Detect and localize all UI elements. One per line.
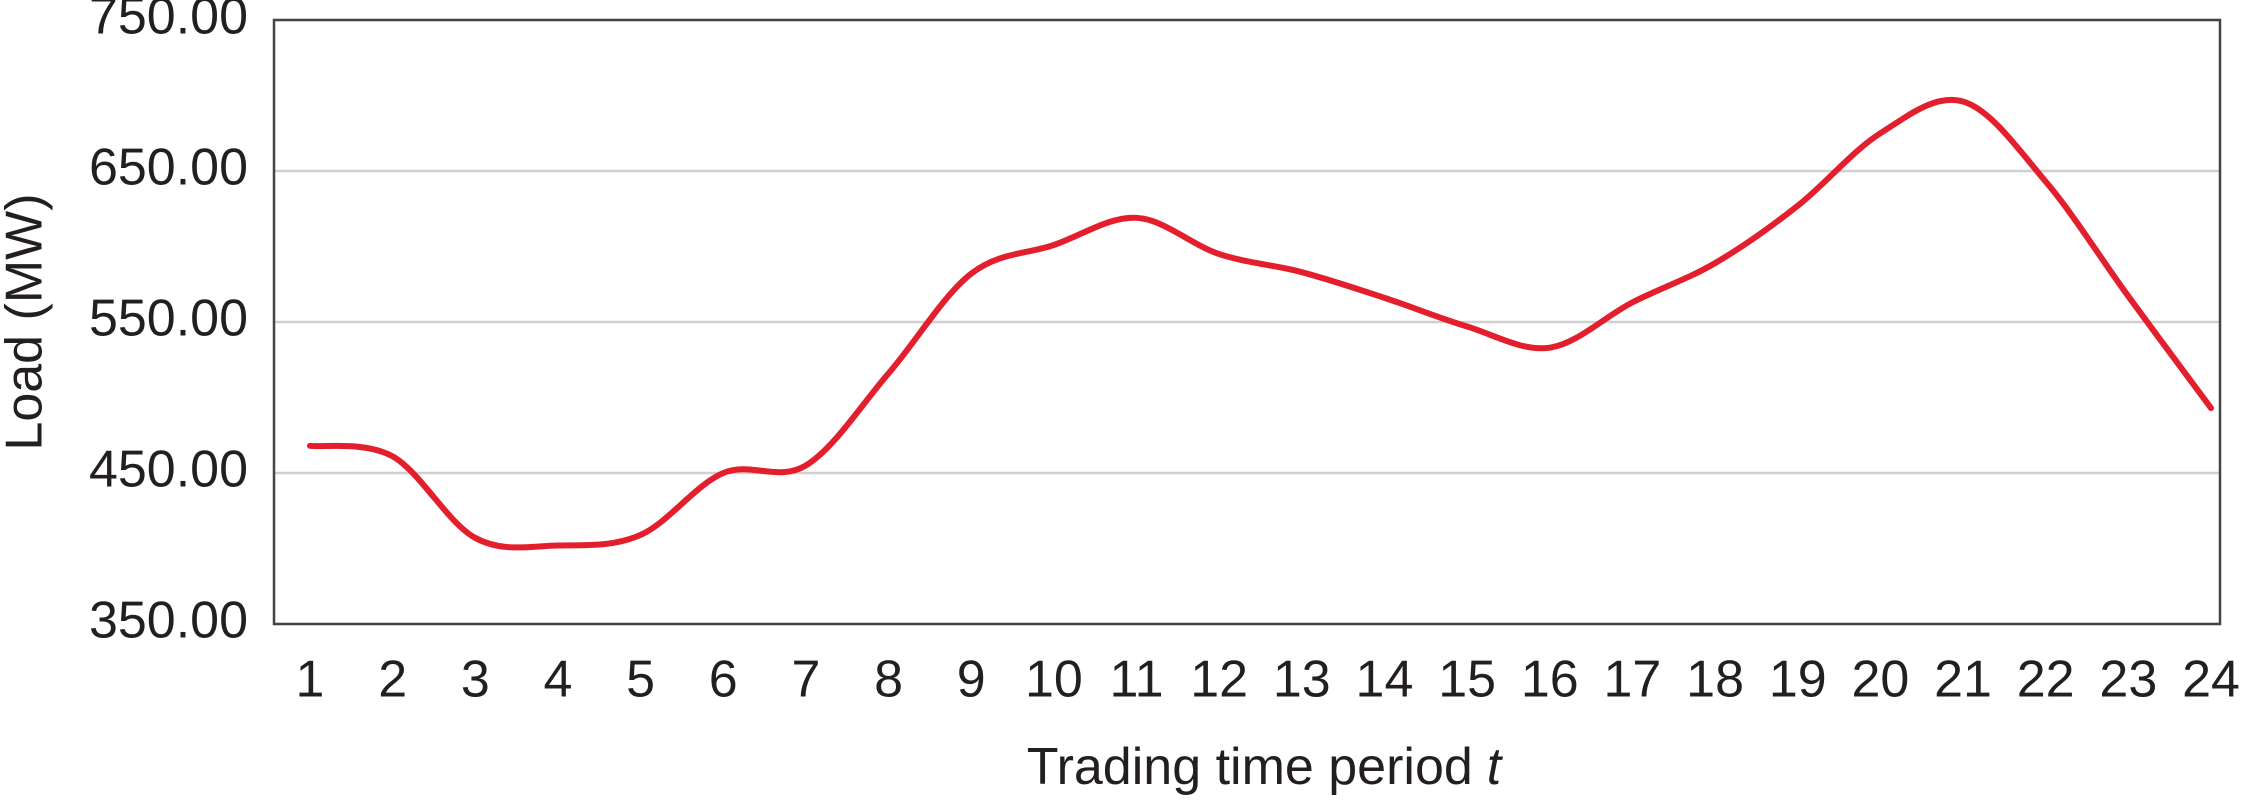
x-tick-label: 16 <box>1521 651 1579 709</box>
x-tick-label: 17 <box>1604 651 1662 709</box>
data-line <box>307 97 2214 551</box>
x-tick-label: 22 <box>2017 651 2075 709</box>
x-tick-label: 11 <box>1110 651 1164 709</box>
x-tick-label: 6 <box>709 651 738 709</box>
y-axis-label: Load (MW) <box>0 193 54 450</box>
y-tick-label: 450.00 <box>89 441 248 499</box>
x-tick-label: 4 <box>543 651 572 709</box>
x-tick-label: 24 <box>2182 651 2240 709</box>
x-tick-label: 3 <box>461 651 490 709</box>
x-tick-label: 5 <box>626 651 655 709</box>
x-tick-label: 7 <box>791 651 820 709</box>
plot-frame <box>272 18 2222 626</box>
y-tick-label: 750.00 <box>89 0 248 46</box>
x-tick-label: 8 <box>874 651 903 709</box>
x-tick-label: 2 <box>378 651 407 709</box>
x-axis-variable: t <box>1487 738 1504 796</box>
x-tick-label: 21 <box>1934 651 1992 709</box>
x-axis-label-text: Trading time period <box>1027 738 1473 796</box>
x-tick-label: 20 <box>1851 651 1909 709</box>
x-tick-label: 19 <box>1769 651 1827 709</box>
y-tick-label: 350.00 <box>89 592 248 650</box>
x-tick-label: 14 <box>1356 651 1414 709</box>
x-tick-label: 13 <box>1273 651 1331 709</box>
y-tick-label: 650.00 <box>89 139 248 197</box>
x-tick-label: 18 <box>1686 651 1744 709</box>
x-tick-label: 12 <box>1190 651 1248 709</box>
y-tick-label: 550.00 <box>89 290 248 348</box>
x-tick-label: 1 <box>296 651 325 709</box>
x-axis-label: Trading time period t <box>1027 738 1504 796</box>
x-tick-label: 9 <box>957 651 986 709</box>
x-tick-label: 15 <box>1438 651 1496 709</box>
x-tick-label: 23 <box>2099 651 2157 709</box>
x-tick-label: 10 <box>1025 651 1083 709</box>
